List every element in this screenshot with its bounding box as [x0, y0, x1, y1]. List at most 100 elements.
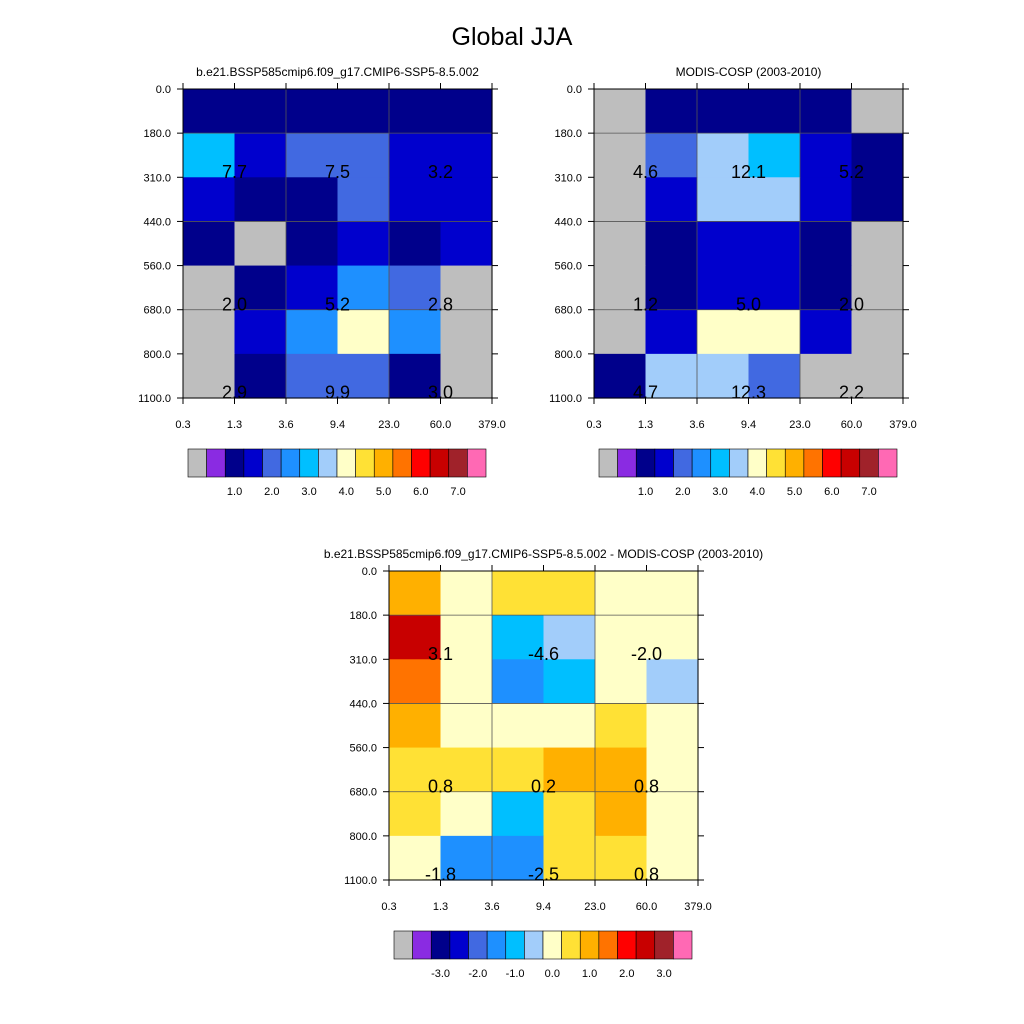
heatmap-cell [543, 835, 596, 881]
colorbar-swatch [187, 448, 207, 478]
heatmap-cell [389, 309, 442, 355]
colorbar-tick-label: -1.0 [506, 968, 525, 980]
cell-value-label: 7.7 [222, 162, 247, 182]
colorbar-tick-label: 5.0 [376, 486, 391, 498]
colorbar-swatch [336, 448, 356, 478]
heatmap-cell [337, 265, 390, 311]
heatmap-cell [646, 835, 699, 881]
heatmap-cell [595, 747, 648, 793]
x-tick-label: 3.6 [484, 901, 499, 913]
cell-value-label: 2.9 [222, 383, 247, 403]
heatmap-cell [183, 353, 236, 399]
x-tick-label: 9.4 [330, 419, 345, 431]
cell-value-label: 1.2 [633, 294, 658, 314]
heatmap-cell [440, 177, 493, 223]
colorbar-swatch [412, 930, 432, 960]
heatmap-cell [851, 89, 904, 134]
cell-value-label: 2.0 [222, 294, 247, 314]
colorbar-swatch [617, 448, 637, 478]
heatmap-cell [286, 265, 339, 311]
colorbar-swatch [673, 930, 693, 960]
x-tick-label: 0.3 [381, 901, 396, 913]
colorbar-swatch [373, 448, 394, 478]
heatmap-cell [697, 133, 750, 178]
heatmap-cell [646, 791, 699, 837]
heatmap-cell [337, 89, 390, 134]
colorbar-swatch [206, 448, 226, 478]
heatmap-cell [800, 221, 853, 267]
heatmap-cell [800, 309, 853, 355]
heatmap-cell [594, 309, 647, 355]
x-tick-label: 379.0 [684, 901, 712, 913]
x-tick-label: 3.6 [278, 419, 293, 431]
panels: b.e21.BSSP585cmip6.f09_g17.CMIP6-SSP5-8.… [138, 65, 917, 980]
x-tick-label: 60.0 [636, 901, 657, 913]
y-tick-label: 800.0 [143, 349, 171, 361]
heatmap-cell [697, 353, 750, 399]
colorbar-swatch [617, 930, 637, 960]
heatmap-cell [595, 571, 648, 616]
y-tick-label: 0.0 [362, 566, 377, 578]
cell-value-label: 0.8 [634, 776, 659, 796]
heatmap-cell [440, 615, 493, 660]
x-tick-label: 60.0 [841, 419, 862, 431]
y-tick-label: 680.0 [349, 787, 377, 799]
heatmap-cell [234, 221, 287, 267]
heatmap-cell [748, 89, 801, 134]
colorbar-tick-label: 6.0 [413, 486, 428, 498]
colorbar-swatch [710, 448, 730, 478]
heatmap-cell [389, 835, 442, 881]
colorbar-swatch [448, 448, 468, 478]
heatmap-cell [851, 309, 904, 355]
colorbar-swatch [429, 448, 450, 478]
colorbar-swatch [280, 448, 301, 478]
heatmap-cell [748, 133, 801, 178]
heatmap-cell [697, 177, 750, 223]
heatmap-cell [748, 353, 801, 399]
cell-value-label: 12.1 [731, 162, 766, 182]
heatmap-cell [646, 571, 699, 616]
colorbar-swatch [822, 448, 842, 478]
colorbar-swatch [803, 448, 823, 478]
colorbar-swatch [635, 448, 656, 478]
colorbar-tick-label: 7.0 [861, 486, 876, 498]
y-tick-label: 0.0 [567, 84, 582, 96]
heatmap-cell [183, 133, 236, 178]
y-tick-label: 680.0 [143, 305, 171, 317]
cell-value-label: 5.2 [839, 162, 864, 182]
heatmap-cell [851, 177, 904, 223]
heatmap-cell [440, 703, 493, 749]
colorbar-tick-label: 3.0 [712, 486, 727, 498]
heatmap-cell [389, 747, 442, 793]
y-tick-label: 180.0 [349, 610, 377, 622]
x-tick-label: 3.6 [689, 419, 704, 431]
cell-value-label: 5.0 [736, 294, 761, 314]
heatmap-cell [440, 265, 493, 311]
heatmap-cell [646, 747, 699, 793]
heatmap-cell [594, 353, 647, 399]
colorbar-swatch [729, 448, 749, 478]
panel-title: b.e21.BSSP585cmip6.f09_g17.CMIP6-SSP5-8.… [196, 65, 479, 79]
colorbar-swatch [486, 930, 507, 960]
heatmap-cell [440, 89, 493, 134]
heatmap-cell [337, 177, 390, 223]
heatmap-cell [183, 309, 236, 355]
cell-value-label: -1.8 [425, 865, 456, 885]
y-tick-label: 1100.0 [138, 393, 171, 405]
colorbar-swatch [467, 448, 487, 478]
colorbar-tick-label: -3.0 [431, 968, 450, 980]
heatmap-cell [286, 133, 339, 178]
heatmap-cell [389, 571, 442, 616]
colorbar-swatch [449, 930, 469, 960]
colorbar-swatch [393, 930, 413, 960]
heatmap-cell [234, 353, 287, 399]
heatmap-cell [645, 221, 698, 267]
cell-value-label: 9.9 [325, 383, 350, 403]
colorbar-tick-label: 6.0 [824, 486, 839, 498]
heatmap-cell [543, 747, 596, 793]
heatmap-cell [183, 221, 236, 267]
colorbar-swatch [430, 930, 451, 960]
heatmap-cell [851, 265, 904, 311]
colorbar-swatch [878, 448, 898, 478]
